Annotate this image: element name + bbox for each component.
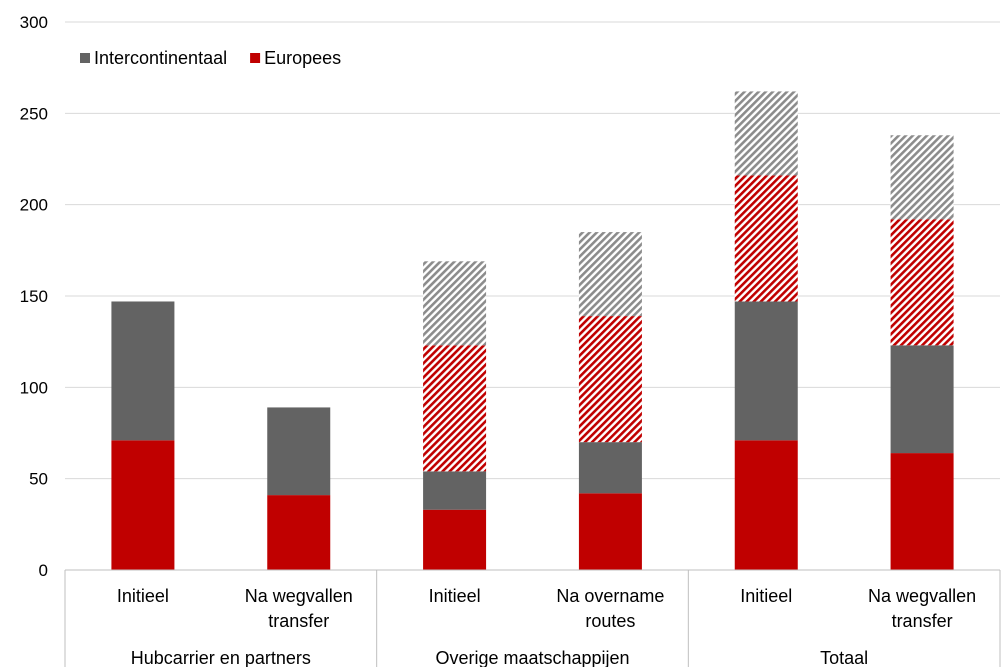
x-tick-label: Na wegvallen	[245, 586, 353, 606]
bars	[111, 91, 954, 570]
bar-segment-s0-c3	[578, 493, 642, 570]
bar-segment-s3-c2	[423, 261, 487, 346]
bar-segment-s1-c1	[267, 407, 331, 496]
y-tick-label: 100	[20, 378, 48, 397]
bar-segment-s2-c5	[890, 219, 954, 346]
gridlines	[65, 21, 1000, 480]
bar-segment-s3-c5	[890, 135, 954, 220]
bar-segment-s0-c5	[890, 453, 954, 570]
bar-segment-s1-c3	[578, 442, 642, 494]
bar-segment-s0-c1	[267, 495, 331, 570]
x-tick-label: Na overname	[556, 586, 664, 606]
y-tick-label: 250	[20, 104, 48, 123]
y-tick-label: 150	[20, 287, 48, 306]
bar-segment-s2-c2	[423, 345, 487, 472]
y-tick-label: 200	[20, 196, 48, 215]
bar-segment-s2-c4	[734, 175, 798, 302]
bar-segment-s1-c5	[890, 345, 954, 454]
group-label: Totaal	[820, 648, 868, 667]
y-axis-ticks: 0 50 100 150 200 250 300	[20, 13, 48, 580]
y-tick-label: 300	[20, 13, 48, 32]
x-tick-label: transfer	[268, 611, 329, 631]
category-labels: Initieel Na wegvallen transfer Initieel Na o…	[117, 586, 976, 667]
x-tick-label: Initieel	[740, 586, 792, 606]
legend-label: Intercontinentaal	[94, 48, 227, 68]
bar-segment-s0-c4	[734, 440, 798, 570]
x-axis	[64, 569, 1001, 667]
bar-segment-s1-c2	[423, 471, 487, 510]
group-label: Overige maatschappijen	[435, 648, 629, 667]
y-tick-label: 50	[29, 470, 48, 489]
bar-segment-s3-c3	[578, 232, 642, 317]
x-tick-label: transfer	[892, 611, 953, 631]
bar-segment-s1-c0	[111, 301, 175, 441]
legend-swatch	[80, 53, 90, 63]
legend: Intercontinentaal Europees	[80, 48, 341, 68]
x-tick-label: Initieel	[429, 586, 481, 606]
x-tick-label: Initieel	[117, 586, 169, 606]
legend-label: Europees	[264, 48, 341, 68]
x-tick-label: Na wegvallen	[868, 586, 976, 606]
bar-segment-s2-c3	[578, 316, 642, 443]
group-label: Hubcarrier en partners	[131, 648, 311, 667]
bar-segment-s1-c4	[734, 301, 798, 441]
bar-segment-s0-c2	[423, 509, 487, 570]
x-tick-label: routes	[585, 611, 635, 631]
legend-swatch	[250, 53, 261, 63]
bar-segment-s3-c4	[734, 91, 798, 176]
y-tick-label: 0	[39, 561, 48, 580]
bar-segment-s0-c0	[111, 440, 175, 570]
